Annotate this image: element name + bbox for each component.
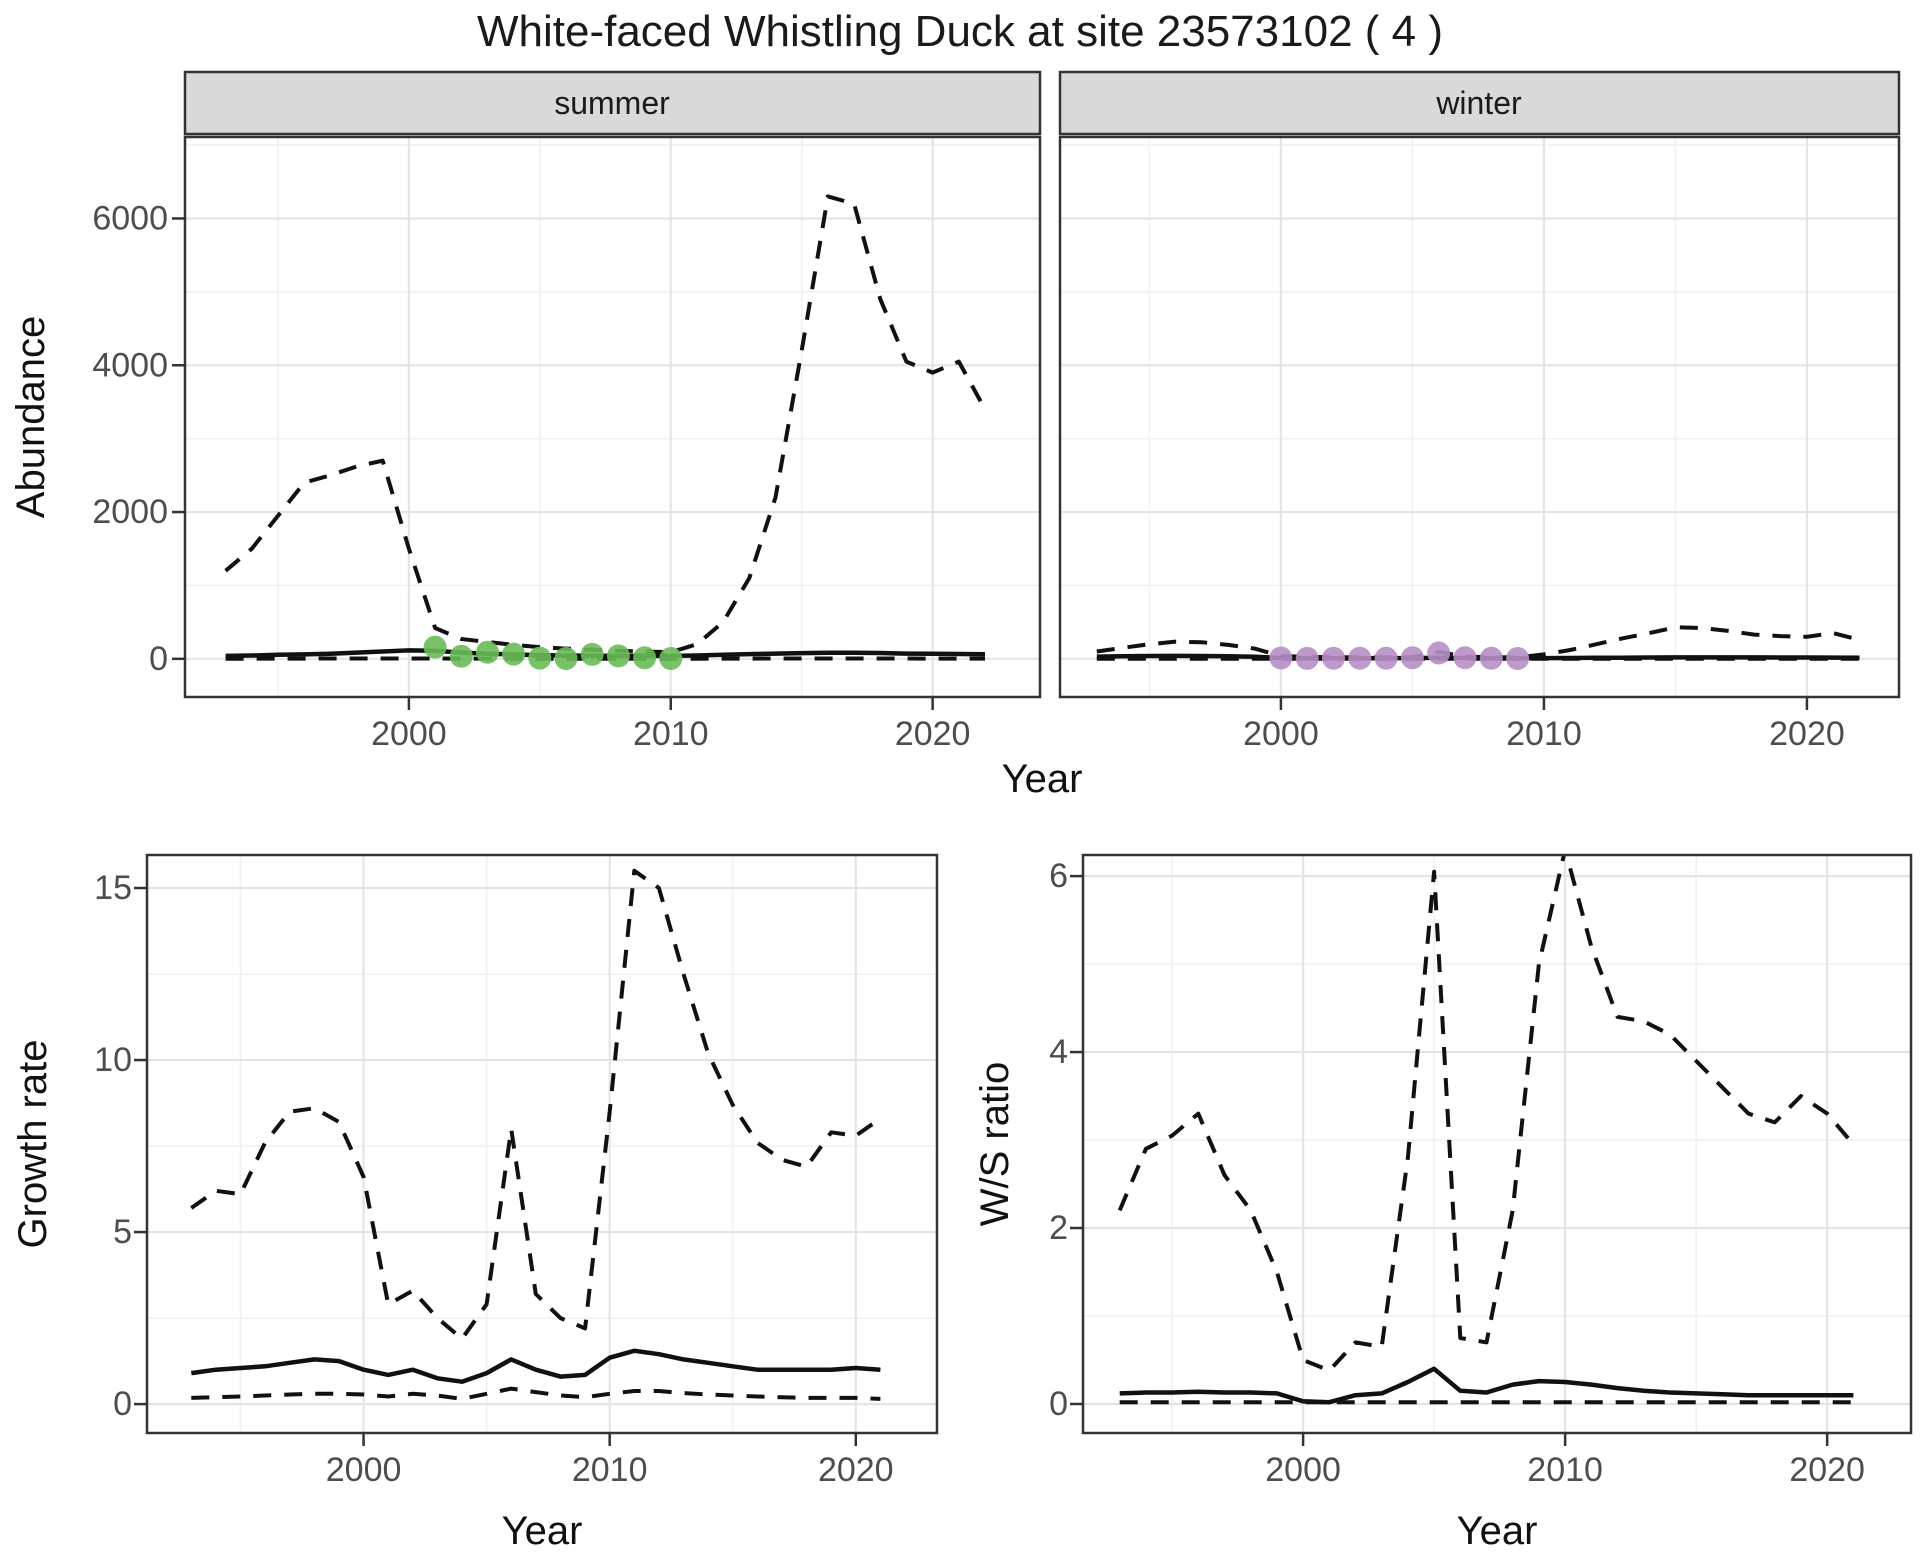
tick-label: 4000 xyxy=(92,346,168,384)
growth-x-axis-title: Year xyxy=(502,1509,583,1553)
tick-label: 2020 xyxy=(1789,1451,1865,1489)
tick-label: 2000 xyxy=(92,493,168,531)
tick-label: 2010 xyxy=(1527,1451,1603,1489)
series-median xyxy=(225,648,986,659)
series-layer xyxy=(224,194,987,670)
data-point-observed-summer xyxy=(476,640,499,664)
series-layer xyxy=(1096,625,1860,670)
tick-label: 0 xyxy=(113,1385,132,1423)
tick-label: 10 xyxy=(94,1041,132,1079)
tick-label: 2 xyxy=(1049,1209,1068,1247)
tick-label: 2000 xyxy=(326,1451,402,1489)
data-point-observed-summer xyxy=(502,642,526,666)
labels-layer: White-faced Whistling Duck at site 23573… xyxy=(9,7,1537,1553)
facet-strip xyxy=(183,70,1042,136)
data-point-observed-summer xyxy=(606,644,630,668)
data-point-observed-winter xyxy=(1374,646,1398,670)
data-point-observed-winter xyxy=(1269,646,1293,670)
top-x-axis-title: Year xyxy=(1002,757,1083,801)
tick-label: 0 xyxy=(1049,1385,1068,1423)
tick-label: 2010 xyxy=(572,1451,648,1489)
tick-label: 2000 xyxy=(1265,1451,1341,1489)
data-point-observed-winter xyxy=(1348,646,1372,670)
series-layer xyxy=(190,868,882,1401)
facet-strip xyxy=(1058,70,1901,136)
data-point-observed-winter xyxy=(1400,646,1424,670)
growth-axis-title: Growth rate xyxy=(11,1040,55,1249)
data-point-observed-summer xyxy=(423,635,447,659)
data-point-observed-winter xyxy=(1295,646,1319,670)
tick-label: 4 xyxy=(1049,1033,1068,1071)
panel-abundance-winter: 2000 2010 2020 xyxy=(1058,70,1901,753)
panel-background xyxy=(185,137,1040,697)
series-median xyxy=(1119,1366,1854,1405)
tick-label: 2020 xyxy=(895,715,971,753)
panel-border xyxy=(1058,135,1901,699)
data-point-observed-winter xyxy=(1506,647,1530,670)
data-point-observed-summer xyxy=(554,647,578,670)
data-point-observed-summer xyxy=(580,642,604,666)
tick-label: 2020 xyxy=(1769,715,1845,753)
series-upper-ci xyxy=(1117,855,1855,1373)
panel-border xyxy=(183,135,1042,699)
panel-background xyxy=(147,855,937,1433)
facet-label-winter: winter xyxy=(1435,85,1522,121)
abundance-axis-title: Abundance xyxy=(9,316,53,518)
data-point-observed-winter xyxy=(1322,646,1345,670)
data-point-observed-winter xyxy=(1479,646,1503,670)
series-lower-ci xyxy=(191,1386,881,1401)
series-upper-ci xyxy=(190,868,882,1341)
ws-x-axis-title: Year xyxy=(1457,1509,1538,1553)
tick-label: 2000 xyxy=(371,715,447,753)
tick-label: 2020 xyxy=(818,1451,894,1489)
tick-label: 2010 xyxy=(633,715,709,753)
panel-background xyxy=(1083,855,1911,1433)
tick-label: 15 xyxy=(94,869,132,907)
tick-label: 0 xyxy=(149,640,168,678)
panel-background xyxy=(1060,137,1899,697)
panel-ws-ratio: 2000 2010 2020 0 2 4 6 xyxy=(1049,853,1913,1489)
data-point-observed-summer xyxy=(528,646,552,670)
tick-label: 6 xyxy=(1049,857,1068,895)
data-point-observed-winter xyxy=(1427,641,1451,665)
panel-growth-rate: 2000 2010 2020 0 5 10 15 xyxy=(94,853,939,1489)
panel-abundance-summer: 2000 2010 2020 0 2000 4000 6000 xyxy=(92,70,1042,753)
data-point-observed-summer xyxy=(659,647,683,670)
series-upper-ci xyxy=(224,194,987,655)
facet-label-summer: summer xyxy=(554,85,670,121)
data-point-observed-summer xyxy=(633,646,657,670)
chart-title: White-faced Whistling Duck at site 23573… xyxy=(477,7,1443,56)
data-point-observed-winter xyxy=(1453,646,1477,670)
series-median xyxy=(190,1348,881,1384)
tick-label: 2000 xyxy=(1243,715,1319,753)
panel-border xyxy=(145,853,939,1435)
ws-axis-title: W/S ratio xyxy=(973,1062,1017,1226)
tick-label: 5 xyxy=(113,1213,132,1251)
series-layer xyxy=(1117,855,1855,1405)
tick-label: 2010 xyxy=(1506,715,1582,753)
panel-border xyxy=(1081,853,1913,1435)
data-point-observed-summer xyxy=(449,644,473,668)
tick-label: 6000 xyxy=(92,199,168,237)
